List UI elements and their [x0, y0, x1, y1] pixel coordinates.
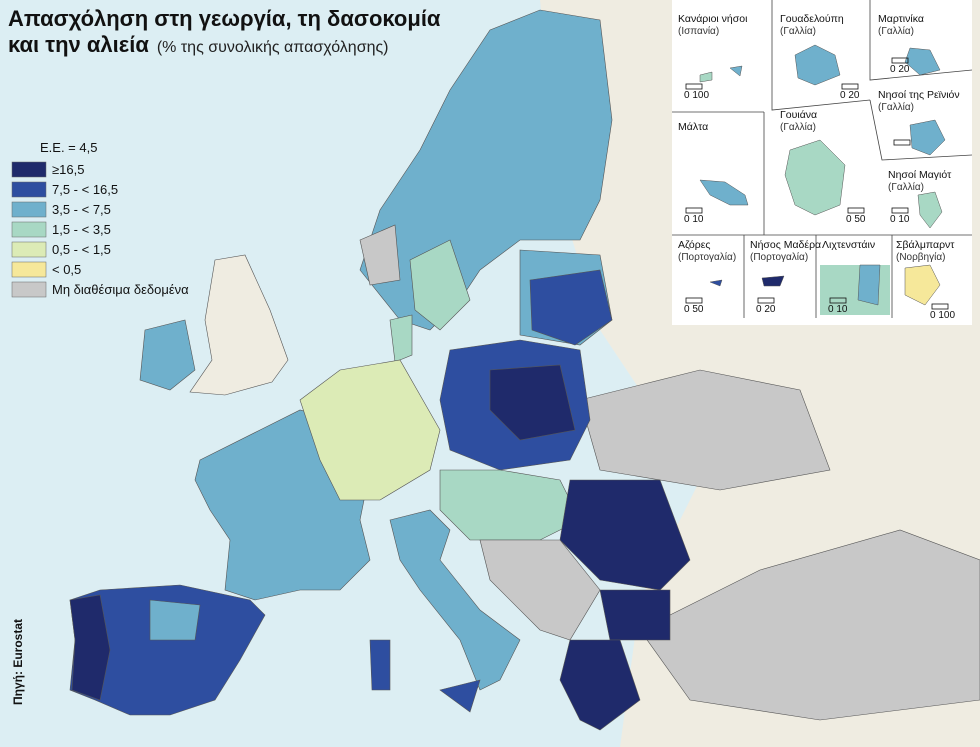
island — [917, 191, 943, 229]
scale-bar — [841, 83, 859, 90]
legend-swatch — [11, 241, 47, 258]
island — [729, 65, 743, 77]
legend-swatch — [11, 181, 47, 198]
inset-name: Γουαδελούπη — [780, 13, 844, 25]
legend-label: 3,5 - < 7,5 — [52, 202, 111, 217]
inset-name: Νησοί της Ρεϊνιόν — [878, 89, 960, 101]
region — [579, 369, 831, 491]
scale-bar — [829, 297, 847, 304]
region — [149, 599, 201, 641]
inset-name: Σβάλμπαρντ — [896, 239, 955, 251]
scale-label: 0 20 — [890, 64, 910, 75]
scale-label: 0 20 — [756, 304, 776, 315]
scale-label: 0 50 — [846, 214, 866, 225]
legend-swatch — [11, 221, 47, 238]
legend: Ε.Ε. = 4,5 ≥16,5 7,5 - < 16,5 3,5 - < 7,5 1… — [11, 140, 189, 298]
insets: Κανάριοι νήσοι(Ισπανία)0 100Γουαδελούπη(… — [672, 0, 973, 325]
island — [909, 119, 946, 156]
inset-country: (Γαλλία) — [878, 101, 914, 113]
scale-bar — [931, 303, 949, 310]
region — [529, 269, 613, 346]
legend-swatch — [11, 201, 47, 218]
region — [439, 679, 481, 713]
region — [359, 224, 401, 286]
island — [904, 264, 941, 306]
title: και την αλιεία (% της συνολικής απασχόλησ… — [8, 32, 389, 57]
scale-label: 0 100 — [684, 90, 709, 101]
scale-bar — [685, 297, 703, 304]
island — [794, 44, 841, 86]
scale-label: 0 10 — [684, 214, 704, 225]
region — [69, 584, 266, 716]
inset-name: Μαρτινίκα — [878, 13, 924, 25]
region — [369, 639, 391, 691]
region — [599, 589, 671, 641]
region — [69, 594, 111, 701]
inset-country: (Πορτογαλία) — [678, 251, 736, 263]
scale-label: 0 100 — [930, 310, 955, 321]
region — [559, 639, 641, 731]
scale-label: 0 20 — [840, 90, 860, 101]
scale-label: 0 10 — [828, 304, 848, 315]
region — [409, 239, 471, 331]
legend-label: 7,5 - < 16,5 — [52, 182, 118, 197]
inset-name: Κανάριοι νήσοι — [678, 13, 748, 25]
scale-label: 0 10 — [890, 214, 910, 225]
region — [389, 314, 413, 363]
inset-country: (Γαλλία) — [780, 25, 816, 37]
legend-swatch — [11, 281, 47, 298]
island — [784, 139, 846, 216]
inset-country: (Γαλλία) — [878, 25, 914, 37]
inset-country: (Γαλλία) — [888, 181, 924, 193]
region — [489, 364, 576, 441]
scale-bar — [891, 57, 909, 64]
inset-country: (Ισπανία) — [678, 25, 719, 37]
legend-label: ≥16,5 — [52, 162, 84, 177]
legend-label: Μη διαθέσιμα δεδομένα — [52, 282, 189, 297]
inset-name: Λιχτενστάιν — [822, 239, 875, 251]
inset-name: Νήσος Μαδέρα — [750, 239, 821, 251]
legend-label: < 0,5 — [52, 262, 81, 277]
scale-label: 0 50 — [684, 304, 704, 315]
island — [761, 275, 785, 287]
source: Πηγή: Eurostat — [11, 619, 25, 705]
region — [139, 319, 196, 391]
inset-country: (Γαλλία) — [780, 121, 816, 133]
island — [904, 47, 941, 76]
inset-dividers — [672, 0, 973, 318]
title: Απασχόληση στη γεωργία, τη δασοκομία — [8, 6, 441, 31]
inset-name: Γουιάνα — [780, 109, 817, 121]
region — [299, 359, 441, 501]
legend-label: 1,5 - < 3,5 — [52, 222, 111, 237]
legend-label: 0,5 - < 1,5 — [52, 242, 111, 257]
scale-bar — [757, 297, 775, 304]
scale-bar — [685, 83, 703, 90]
inset-country: (Πορτογαλία) — [750, 251, 808, 263]
scale-bar — [685, 207, 703, 214]
inset-name: Αζόρες — [678, 239, 710, 251]
island — [709, 279, 723, 287]
region — [439, 469, 581, 541]
uk — [189, 254, 289, 396]
region — [389, 509, 521, 691]
legend-swatch — [11, 261, 47, 278]
inset-area — [857, 264, 881, 306]
scale-bar — [847, 207, 865, 214]
region — [639, 529, 980, 721]
legend-eu: Ε.Ε. = 4,5 — [40, 140, 97, 155]
scale-bar — [891, 207, 909, 214]
legend-swatch — [11, 161, 47, 178]
inset-country: (Νορβηγία) — [896, 251, 945, 263]
island — [699, 71, 713, 83]
island — [699, 179, 749, 206]
scale-bar — [893, 139, 911, 146]
inset-name: Μάλτα — [678, 121, 708, 133]
inset-name: Νησοί Μαγιότ — [888, 169, 952, 181]
title-line: και την αλιεία — [8, 32, 149, 57]
subtitle: (% της συνολικής απασχόλησης) — [157, 39, 389, 56]
